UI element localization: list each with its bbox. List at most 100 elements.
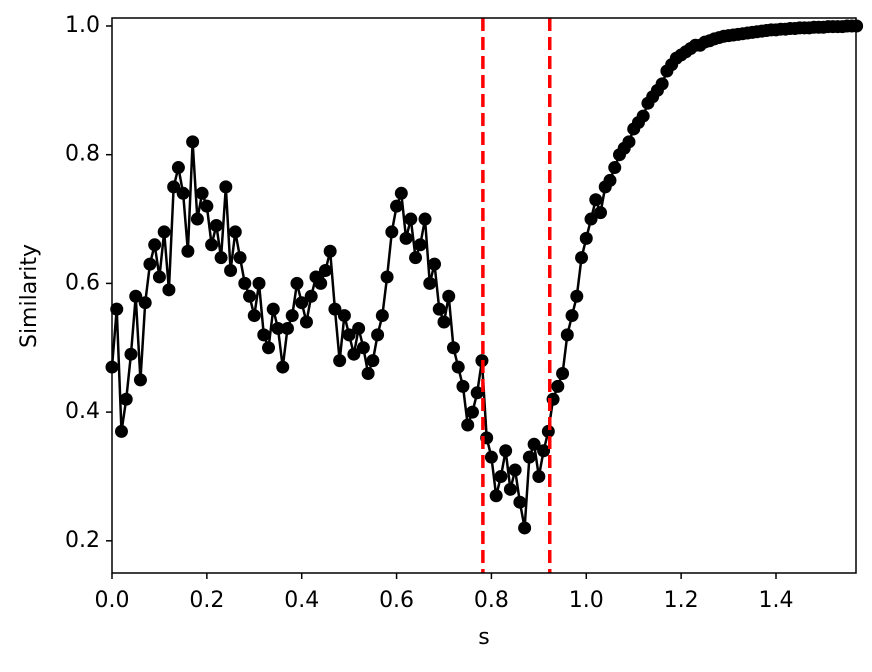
point — [541, 424, 555, 438]
x-tick-label: 0.2 — [189, 588, 224, 613]
point — [271, 321, 285, 335]
point — [171, 161, 185, 175]
point — [233, 251, 247, 265]
point — [537, 444, 551, 458]
point — [608, 161, 622, 175]
point — [655, 77, 669, 91]
point — [138, 296, 152, 310]
point — [186, 135, 200, 149]
point — [176, 186, 190, 200]
point — [409, 251, 423, 265]
point — [371, 328, 385, 342]
x-tick-label: 1.2 — [664, 588, 699, 613]
point — [209, 218, 223, 232]
point — [238, 276, 252, 290]
point — [375, 309, 389, 323]
point — [565, 309, 579, 323]
point — [228, 225, 242, 239]
x-tick-label: 0.6 — [379, 588, 414, 613]
point — [603, 173, 617, 187]
point — [494, 469, 508, 483]
x-tick-label: 0.4 — [284, 588, 319, 613]
point — [470, 386, 484, 400]
point — [133, 373, 147, 387]
point — [347, 347, 361, 361]
point — [162, 283, 176, 297]
point — [152, 270, 166, 284]
point — [413, 238, 427, 252]
point — [399, 231, 413, 245]
point — [579, 231, 593, 245]
point — [456, 379, 470, 393]
point — [110, 302, 124, 316]
point — [556, 366, 570, 380]
point — [304, 289, 318, 303]
point — [594, 206, 608, 220]
point — [432, 302, 446, 316]
plot-frame — [111, 17, 857, 574]
point — [584, 212, 598, 226]
point — [527, 437, 541, 451]
point — [143, 257, 157, 271]
point — [124, 347, 138, 361]
point — [560, 328, 574, 342]
point — [290, 276, 304, 290]
point — [337, 309, 351, 323]
point — [385, 225, 399, 239]
point — [295, 296, 309, 310]
y-tick-label: 0.2 — [65, 528, 100, 553]
point — [465, 405, 479, 419]
point — [461, 418, 475, 432]
point — [499, 444, 513, 458]
point — [328, 302, 342, 316]
point — [522, 450, 536, 464]
point — [570, 289, 584, 303]
point — [428, 257, 442, 271]
point — [318, 264, 332, 278]
point — [129, 289, 143, 303]
point — [489, 489, 503, 503]
point — [451, 360, 465, 374]
point — [299, 315, 313, 329]
point — [442, 289, 456, 303]
point — [423, 276, 437, 290]
point — [622, 135, 636, 149]
point — [394, 186, 408, 200]
point — [575, 251, 589, 265]
x-axis-label: s — [478, 625, 489, 650]
point — [114, 424, 128, 438]
point — [200, 199, 214, 213]
point — [167, 180, 181, 194]
point — [589, 193, 603, 207]
point — [390, 199, 404, 213]
point — [247, 309, 261, 323]
point — [356, 341, 370, 355]
point — [437, 315, 451, 329]
y-tick-label: 0.4 — [65, 399, 100, 424]
point — [266, 302, 280, 316]
point — [214, 251, 228, 265]
point — [148, 238, 162, 252]
point — [205, 238, 219, 252]
point — [219, 180, 233, 194]
y-tick-label: 0.8 — [65, 142, 100, 167]
point — [518, 521, 532, 535]
y-axis-label: Similarity — [17, 244, 42, 348]
point — [243, 289, 257, 303]
point — [224, 264, 238, 278]
point — [314, 276, 328, 290]
point — [280, 321, 294, 335]
point — [157, 225, 171, 239]
point — [484, 450, 498, 464]
point — [119, 392, 133, 406]
point — [333, 354, 347, 368]
point — [636, 109, 650, 123]
point — [190, 212, 204, 226]
point — [503, 482, 517, 496]
point — [257, 328, 271, 342]
point — [195, 186, 209, 200]
point — [323, 244, 337, 258]
point — [276, 360, 290, 374]
point — [285, 309, 299, 323]
